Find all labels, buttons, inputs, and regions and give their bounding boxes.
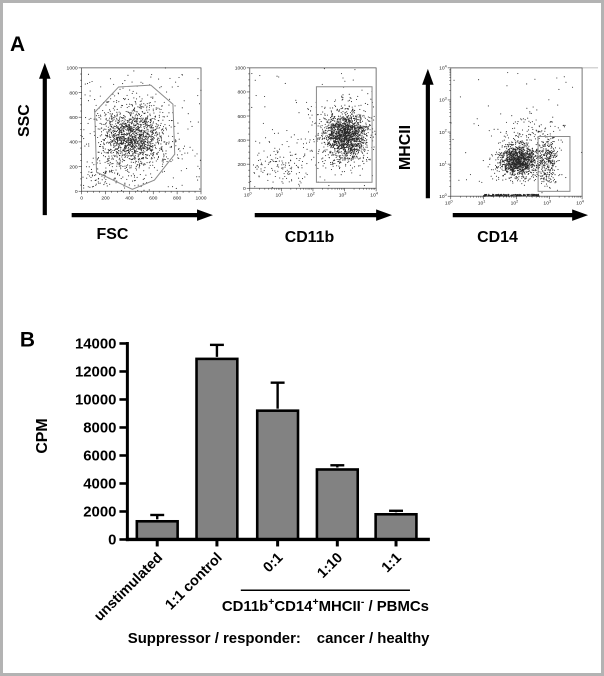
category-label: 1:1 xyxy=(379,550,405,576)
mhcii-axis-label: MHCII xyxy=(397,125,414,170)
ytick-label: 14000 xyxy=(75,335,116,352)
tick-label: 101 xyxy=(276,192,284,199)
tick-label: 600 xyxy=(149,196,158,202)
group-label: CD11b+CD14+MHCII- / PBMCs xyxy=(222,597,429,615)
cd11b-axis-arrowhead-icon xyxy=(376,209,393,221)
gate-outline xyxy=(315,86,373,183)
category-label: unstimulated xyxy=(91,550,166,625)
gate-outline xyxy=(94,84,176,190)
flow-plot-mhcii-vs-cd14: MHCII 100 101 102 103 104 100 101 102 103 104 CD1… xyxy=(397,64,599,246)
tick-label: 101 xyxy=(478,199,486,206)
bar xyxy=(195,357,239,541)
tick-label: 104 xyxy=(576,199,584,206)
bar xyxy=(374,512,418,541)
tick-label: 102 xyxy=(439,129,447,136)
tick-label: 100 xyxy=(244,192,252,199)
scatter-dots xyxy=(450,72,583,197)
ytick-label: 0 xyxy=(108,531,116,548)
cd11b-axis-label: CD11b xyxy=(285,229,335,246)
panel-a-label: A xyxy=(10,33,25,56)
ssc-axis-label: SSC xyxy=(16,104,33,137)
tick-label: 0 xyxy=(75,189,78,195)
mhcii-axis-arrowhead-icon xyxy=(422,68,434,85)
bar-chart: CPM 0 2000 4000 6000 8000 10000 12000 14000 unst… xyxy=(34,335,430,647)
bottom-label-left: Suppressor / responder: xyxy=(128,630,301,647)
flow-plot-body-1: 100 101 102 103 104 0 200 400 600 800 1000 xyxy=(235,66,378,199)
tick-label: 800 xyxy=(237,90,246,96)
ytick-label: 8000 xyxy=(83,419,116,436)
tick-label: 600 xyxy=(69,115,78,121)
flow-plot-body-0: 0 200 400 600 800 1000 0 200 400 600 800 1000 xyxy=(67,66,207,202)
tick-label: 103 xyxy=(339,192,347,199)
tick-label: 1000 xyxy=(195,196,206,202)
bar-chart-body: 0 2000 4000 6000 8000 10000 12000 14000 unstimul… xyxy=(75,335,430,625)
category-label: 1:1 control xyxy=(162,550,225,613)
fsc-axis-arrowhead-icon xyxy=(197,209,213,221)
bottom-label-right: cancer / healthy xyxy=(317,630,430,647)
gate-outline xyxy=(537,136,571,192)
tick-label: 200 xyxy=(237,162,246,168)
ytick-label: 2000 xyxy=(83,503,116,520)
tick-label: 800 xyxy=(173,196,182,202)
ytick-label: 10000 xyxy=(75,391,116,408)
cd14-axis-arrowhead-icon xyxy=(572,209,589,221)
figure-svg: A SSC 0 200 400 600 800 100002004006008001000… xyxy=(10,33,599,647)
cpm-axis-label: CPM xyxy=(34,418,51,453)
tick-label: 1000 xyxy=(67,66,78,72)
ytick-label: 6000 xyxy=(83,447,116,464)
tick-label: 103 xyxy=(439,97,447,104)
category-label: 1:10 xyxy=(314,550,346,582)
tick-label: 200 xyxy=(101,196,110,202)
tick-label: 104 xyxy=(370,192,378,199)
tick-label: 100 xyxy=(445,199,453,206)
tick-label: 0 xyxy=(80,196,83,202)
bar xyxy=(255,409,300,541)
tick-label: 400 xyxy=(237,138,246,144)
bar xyxy=(135,519,179,541)
fsc-axis-label: FSC xyxy=(97,226,129,243)
tick-label: 102 xyxy=(511,199,519,206)
flow-plot-ssc-vs-fsc: SSC 0 200 400 600 800 1000 0 200 400 600 800 1000 F… xyxy=(16,62,213,243)
tick-label: 200 xyxy=(69,164,78,170)
tick-label: 400 xyxy=(69,140,78,146)
tick-label: 0 xyxy=(243,186,246,192)
tick-label: 100 xyxy=(439,193,447,200)
panel-b-label: B xyxy=(20,328,35,351)
flow-plot-body-2: 100 101 102 103 104 100 101 102 103 104 xyxy=(439,64,599,207)
scatter-dots xyxy=(250,68,376,189)
category-label: 0:1 xyxy=(260,550,286,576)
tick-label: 102 xyxy=(307,192,315,199)
tick-label: 104 xyxy=(439,64,447,71)
ytick-label: 4000 xyxy=(83,475,116,492)
bar xyxy=(315,468,360,541)
tick-label: 800 xyxy=(69,90,78,96)
tick-label: 103 xyxy=(543,199,551,206)
tick-label: 1000 xyxy=(235,66,246,72)
bottom-label: Suppressor / responder: cancer / healthy xyxy=(128,630,430,647)
plot-frame xyxy=(249,67,377,189)
cd14-axis-label: CD14 xyxy=(477,229,518,246)
tick-label: 101 xyxy=(439,161,447,168)
scatter-dots xyxy=(81,67,202,192)
tick-label: 400 xyxy=(125,196,134,202)
tick-label: 600 xyxy=(237,114,246,120)
flow-plot-ssc-vs-cd11b: 100 101 102 103 104 0 200 400 600 800 1000 CD11b xyxy=(235,66,393,246)
ssc-axis-arrowhead-icon xyxy=(39,62,51,79)
ytick-label: 12000 xyxy=(75,363,116,380)
